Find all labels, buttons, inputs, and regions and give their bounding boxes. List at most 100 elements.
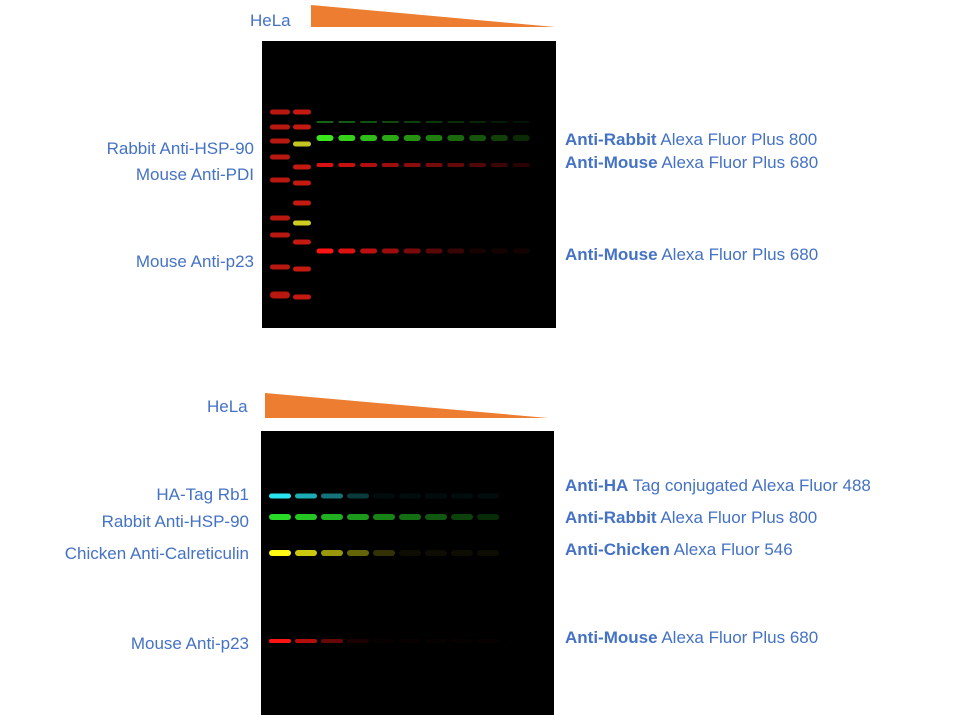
- blot-band: [512, 248, 530, 254]
- blot-band: [399, 550, 421, 556]
- western-blot-bottom: [261, 431, 554, 715]
- blot-band: [447, 248, 465, 254]
- blot-bands: [269, 109, 530, 643]
- blot-band: [270, 291, 290, 299]
- blot-band: [512, 135, 530, 141]
- left-label: Chicken Anti-Calreticulin: [64, 544, 249, 563]
- blot-band: [293, 124, 311, 130]
- blot-band: [512, 163, 530, 167]
- blot-band: [490, 163, 508, 167]
- blot-band: [270, 138, 290, 144]
- right-label: Anti-Mouse Alexa Fluor Plus 680: [565, 628, 818, 648]
- antibody-name: Anti-Rabbit: [565, 130, 657, 149]
- blot-band: [270, 124, 290, 130]
- blot-band: [347, 514, 369, 520]
- sample-label-bottom: HeLa: [207, 397, 248, 416]
- right-label: Anti-Chicken Alexa Fluor 546: [565, 540, 793, 560]
- antibody-name: Anti-Rabbit: [565, 508, 657, 527]
- antibody-name: Anti-Chicken: [565, 540, 670, 559]
- blot-band: [381, 248, 399, 254]
- blot-band: [269, 639, 291, 643]
- blot-band: [338, 163, 356, 167]
- blot-band: [403, 135, 421, 141]
- blot-band: [321, 514, 343, 520]
- blot-band: [270, 215, 290, 221]
- blot-band: [295, 514, 317, 520]
- blot-band: [293, 180, 311, 186]
- blot-band: [270, 109, 290, 115]
- fluor-name: Tag conjugated Alexa Fluor 488: [632, 476, 871, 495]
- blot-band: [347, 550, 369, 556]
- blot-band: [490, 135, 508, 141]
- blot-band: [451, 639, 473, 643]
- blot-band: [381, 121, 399, 123]
- blot-band: [425, 639, 447, 643]
- blot-band: [338, 248, 356, 254]
- left-label: Mouse Anti-p23: [135, 252, 254, 271]
- blot-band: [360, 121, 378, 123]
- blot-band: [293, 141, 311, 147]
- blot-band: [490, 121, 508, 123]
- blot-band: [425, 163, 443, 167]
- blot-band: [425, 248, 443, 254]
- blot-band: [381, 135, 399, 141]
- blot-band: [477, 550, 499, 556]
- blot-band: [373, 550, 395, 556]
- left-label: Rabbit Anti-HSP-90: [106, 139, 254, 158]
- blot-band: [360, 248, 378, 254]
- blot-band: [469, 163, 487, 167]
- blot-band: [347, 493, 369, 499]
- blot-band: [477, 493, 499, 499]
- blot-band: [403, 163, 421, 167]
- right-label: Anti-Mouse Alexa Fluor Plus 680: [565, 245, 818, 265]
- blot-band: [425, 550, 447, 556]
- right-label: Anti-Mouse Alexa Fluor Plus 680: [565, 153, 818, 173]
- blot-band: [295, 550, 317, 556]
- blot-band: [447, 163, 465, 167]
- blot-band: [360, 163, 378, 167]
- blot-band: [447, 135, 465, 141]
- blot-band: [316, 163, 334, 167]
- fluor-name: Alexa Fluor Plus 800: [660, 130, 818, 149]
- right-label: Anti-Rabbit Alexa Fluor Plus 800: [565, 508, 817, 528]
- blot-band: [373, 514, 395, 520]
- blot-band: [347, 639, 369, 643]
- blot-band: [373, 493, 395, 499]
- blot-band: [293, 239, 311, 245]
- fluor-name: Alexa Fluor 546: [673, 540, 793, 559]
- antibody-name: Anti-Mouse: [565, 153, 658, 172]
- blot-band: [321, 550, 343, 556]
- blot-band: [293, 164, 311, 170]
- blot-band: [316, 135, 334, 141]
- blot-band: [512, 121, 530, 123]
- blot-band: [469, 121, 487, 123]
- blot-band: [321, 639, 343, 643]
- blot-band: [490, 248, 508, 254]
- blot-band: [270, 154, 290, 160]
- blot-band: [425, 493, 447, 499]
- blot-band: [293, 266, 311, 272]
- blot-band: [477, 514, 499, 520]
- antibody-name: Anti-Mouse: [565, 245, 658, 264]
- blot-band: [293, 220, 311, 226]
- blot-band: [269, 550, 291, 556]
- blot-band: [373, 639, 395, 643]
- right-label: Anti-Rabbit Alexa Fluor Plus 800: [565, 130, 817, 150]
- blot-band: [403, 248, 421, 254]
- left-label: HA-Tag Rb1: [156, 485, 249, 504]
- fluor-name: Alexa Fluor Plus 680: [661, 153, 819, 172]
- concentration-gradient-triangle-top: [311, 5, 555, 27]
- blot-band: [425, 514, 447, 520]
- blot-band: [425, 121, 443, 123]
- right-label: Anti-HA Tag conjugated Alexa Fluor 488: [565, 476, 871, 496]
- blot-band: [270, 177, 290, 183]
- blot-band: [381, 163, 399, 167]
- blot-band: [399, 639, 421, 643]
- blot-band: [451, 493, 473, 499]
- left-label: Mouse Anti-p23: [130, 634, 249, 653]
- blot-band: [469, 135, 487, 141]
- blot-band: [295, 493, 317, 499]
- blot-band: [338, 121, 356, 123]
- blot-band: [316, 121, 334, 123]
